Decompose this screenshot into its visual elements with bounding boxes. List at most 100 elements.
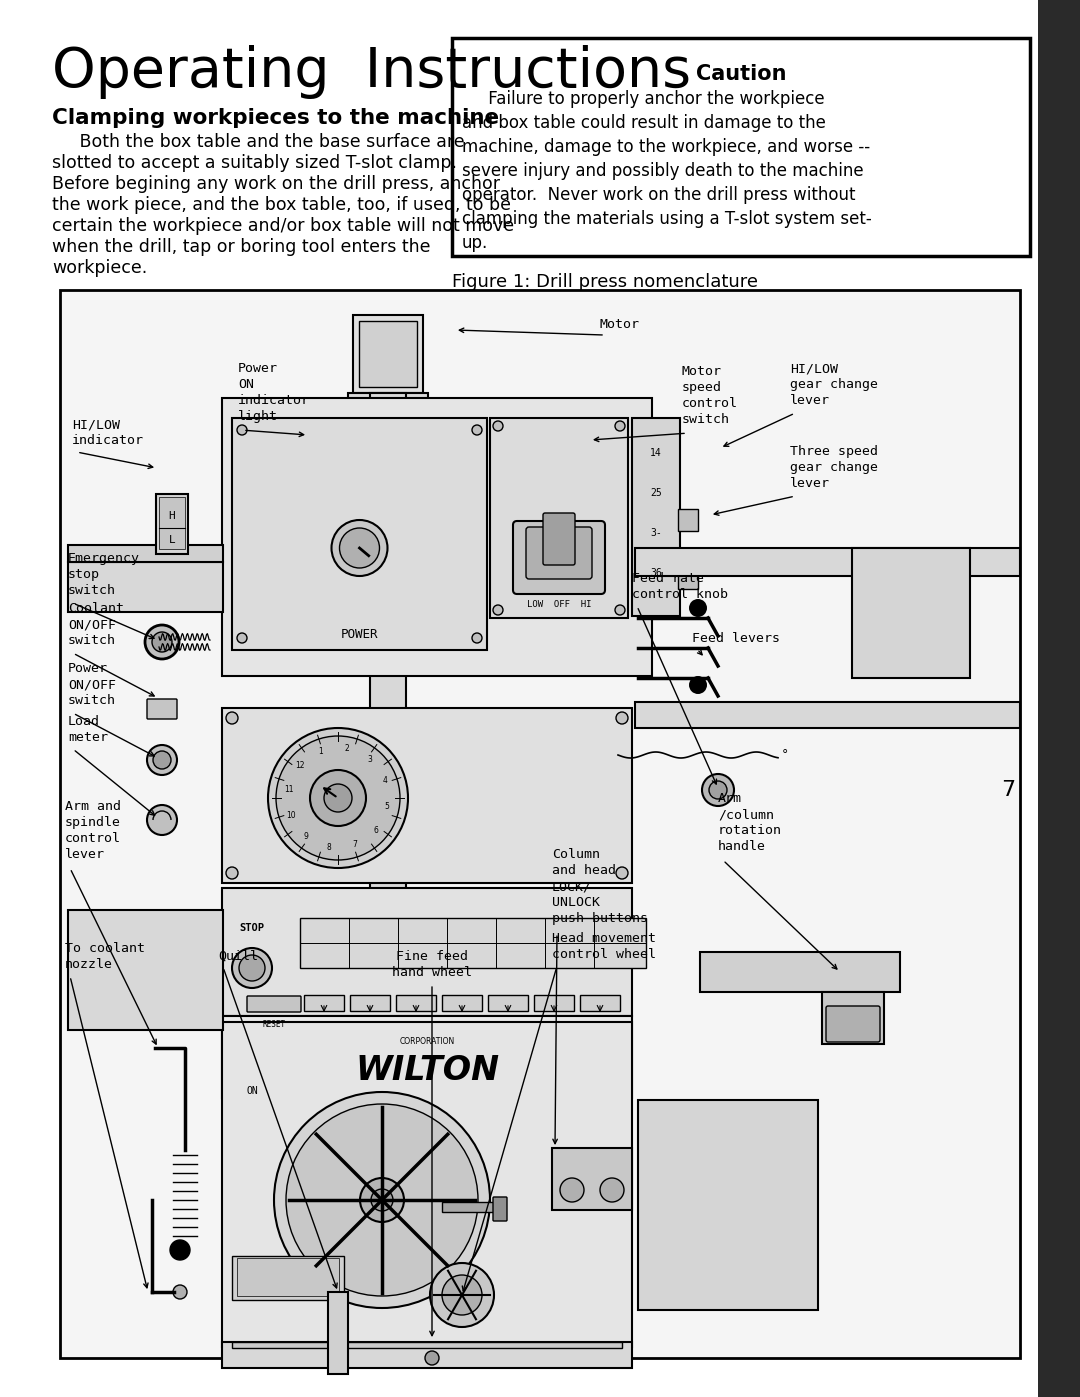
Text: 1: 1 (319, 746, 323, 756)
Bar (359, 321, 417, 387)
Text: Head movement
control wheel: Head movement control wheel (552, 932, 656, 961)
Circle shape (430, 1263, 494, 1327)
Circle shape (615, 420, 625, 432)
Text: Feed rate
control knob: Feed rate control knob (632, 571, 728, 601)
Text: 10: 10 (286, 810, 296, 820)
Bar (222, 1343, 632, 1368)
Text: operator.  Never work on the drill press without: operator. Never work on the drill press … (462, 186, 855, 204)
Circle shape (372, 1189, 393, 1211)
Text: 8: 8 (327, 842, 332, 852)
Circle shape (426, 1351, 438, 1365)
Bar (68, 545, 222, 562)
Text: Coolant
ON/OFF
switch: Coolant ON/OFF switch (68, 602, 124, 647)
FancyBboxPatch shape (513, 521, 605, 594)
Circle shape (339, 528, 379, 569)
Text: Before begining any work on the drill press, anchor: Before begining any work on the drill pr… (52, 175, 500, 193)
Text: machine, damage to the workpiece, and worse --: machine, damage to the workpiece, and wo… (462, 138, 870, 156)
Text: Motor
speed
control
switch: Motor speed control switch (681, 365, 738, 426)
Bar (580, 995, 620, 1011)
Text: up.: up. (462, 235, 488, 251)
Text: Figure 1: Drill press nomenclature: Figure 1: Drill press nomenclature (453, 272, 758, 291)
Bar (552, 1148, 632, 1210)
Text: 9: 9 (303, 831, 308, 841)
Circle shape (616, 712, 627, 724)
Text: clamping the materials using a T-slot system set-: clamping the materials using a T-slot sy… (462, 210, 872, 228)
Text: 25: 25 (650, 488, 662, 497)
Bar (678, 509, 698, 531)
Bar (328, 1292, 348, 1375)
Bar (442, 1201, 497, 1213)
Bar (700, 951, 900, 992)
Bar (237, 1259, 339, 1296)
Circle shape (615, 605, 625, 615)
Text: WILTON: WILTON (355, 1055, 499, 1087)
Bar (159, 497, 185, 549)
Bar (222, 1023, 632, 1347)
Circle shape (286, 1104, 478, 1296)
Circle shape (147, 745, 177, 775)
Text: workpiece.: workpiece. (52, 258, 147, 277)
Bar (68, 562, 222, 612)
Text: 12: 12 (295, 761, 305, 770)
Text: and box table could result in damage to the: and box table could result in damage to … (462, 115, 826, 131)
Bar (442, 995, 482, 1011)
Text: 3-: 3- (650, 528, 662, 538)
Circle shape (232, 949, 272, 988)
Bar (68, 909, 222, 1030)
Bar (156, 495, 188, 555)
Text: Three speed
gear change
lever: Three speed gear change lever (789, 446, 878, 490)
Text: Power
ON/OFF
switch: Power ON/OFF switch (68, 662, 116, 707)
Circle shape (276, 736, 400, 861)
Circle shape (153, 752, 171, 768)
Text: 3: 3 (367, 756, 373, 764)
Circle shape (708, 781, 727, 799)
Text: Clamping workpieces to the machine: Clamping workpieces to the machine (52, 108, 499, 129)
Circle shape (147, 805, 177, 835)
Circle shape (173, 1285, 187, 1299)
Bar (222, 398, 652, 676)
Text: 11: 11 (284, 785, 294, 793)
Circle shape (689, 599, 707, 617)
Bar (60, 291, 1020, 1358)
Text: Column
and head
LOCK/
UNLOCK
push buttons: Column and head LOCK/ UNLOCK push button… (552, 848, 648, 925)
Circle shape (332, 520, 388, 576)
Text: Arm
/column
rotation
handle: Arm /column rotation handle (718, 792, 782, 854)
FancyBboxPatch shape (147, 698, 177, 719)
Circle shape (324, 784, 352, 812)
Text: RESET: RESET (262, 1020, 285, 1030)
Bar (490, 418, 627, 617)
Text: Caution: Caution (696, 64, 786, 84)
Bar (635, 703, 1020, 728)
Circle shape (616, 868, 627, 879)
Circle shape (170, 1241, 190, 1260)
Bar (232, 418, 487, 650)
Text: Emergency
stop
switch: Emergency stop switch (68, 552, 140, 597)
Text: HI/LOW
gear change
lever: HI/LOW gear change lever (789, 362, 878, 407)
Text: Load
meter: Load meter (68, 715, 108, 745)
Circle shape (561, 1178, 584, 1201)
Circle shape (145, 624, 179, 659)
Text: CORPORATION: CORPORATION (400, 1037, 455, 1045)
Circle shape (226, 868, 238, 879)
Bar (453, 38, 1030, 256)
Text: the work piece, and the box table, too, if used, to be: the work piece, and the box table, too, … (52, 196, 511, 214)
Bar (370, 393, 406, 1173)
Text: °: ° (782, 749, 788, 761)
Bar (303, 995, 345, 1011)
Bar (488, 995, 528, 1011)
FancyBboxPatch shape (526, 527, 592, 578)
Text: STOP: STOP (240, 923, 265, 933)
Bar (353, 314, 423, 393)
Text: Both the box table and the base surface are: Both the box table and the base surface … (52, 133, 464, 151)
FancyBboxPatch shape (492, 1197, 507, 1221)
Bar (232, 1343, 622, 1348)
Text: 5: 5 (384, 802, 390, 812)
Circle shape (360, 1178, 404, 1222)
Text: ON: ON (246, 1085, 258, 1097)
Circle shape (237, 425, 247, 434)
Bar (1038, 0, 1080, 1397)
FancyBboxPatch shape (247, 996, 301, 1011)
Text: 4: 4 (382, 777, 388, 785)
Text: when the drill, tap or boring tool enters the: when the drill, tap or boring tool enter… (52, 237, 431, 256)
Text: 2: 2 (345, 745, 349, 753)
